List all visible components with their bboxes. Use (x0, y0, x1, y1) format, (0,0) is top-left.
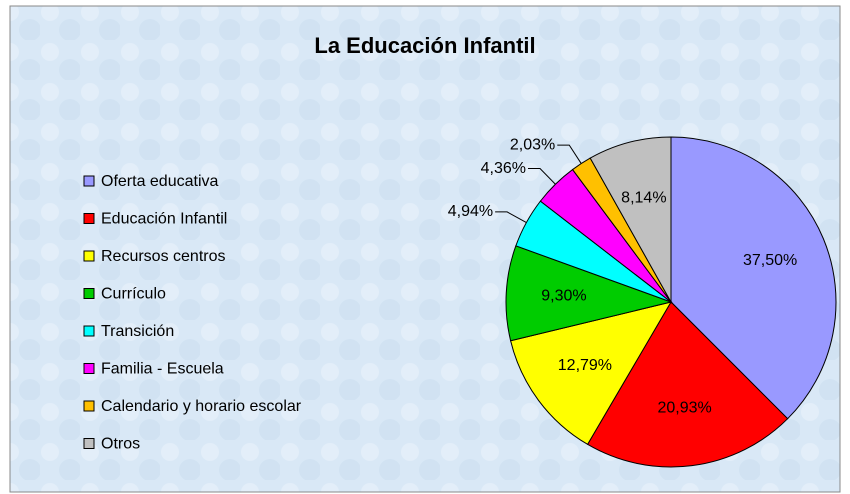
legend-swatch (83, 213, 95, 224)
legend-label: Transición (101, 323, 174, 340)
data-label: 2,03% (510, 136, 555, 153)
chart-title: La Educación Infantil (314, 33, 535, 58)
data-label: 12,79% (558, 357, 612, 374)
data-label: 8,14% (621, 189, 666, 206)
data-label: 4,94% (448, 203, 493, 220)
legend-swatch (83, 438, 95, 449)
legend-swatch (83, 363, 95, 374)
legend-label: Recursos centros (101, 248, 226, 265)
data-label: 37,50% (743, 252, 797, 269)
data-label: 20,93% (658, 400, 712, 417)
legend-label: Calendario y horario escolar (101, 398, 302, 415)
legend-swatch (83, 175, 95, 187)
leader-line (557, 144, 582, 164)
legend-swatch (83, 325, 95, 337)
pie-slice (510, 301, 673, 446)
legend-swatch (83, 400, 95, 412)
legend-label: Educación Infantil (101, 211, 227, 228)
legend-swatch (83, 250, 95, 262)
data-label: 9,30% (541, 287, 586, 304)
legend-label: Familia - Escuela (101, 361, 224, 378)
data-label: 4,36% (481, 160, 526, 177)
pie-slice (586, 301, 789, 468)
legend-swatch (83, 288, 95, 299)
pie-slice (670, 136, 837, 420)
legend-label: Currículo (101, 286, 166, 303)
leader-line (528, 168, 556, 185)
leader-line (495, 211, 527, 223)
legend-label: Otros (101, 436, 140, 453)
pie-slice (589, 136, 672, 304)
legend-label: Oferta educativa (101, 173, 219, 190)
pie-slice (505, 245, 673, 342)
